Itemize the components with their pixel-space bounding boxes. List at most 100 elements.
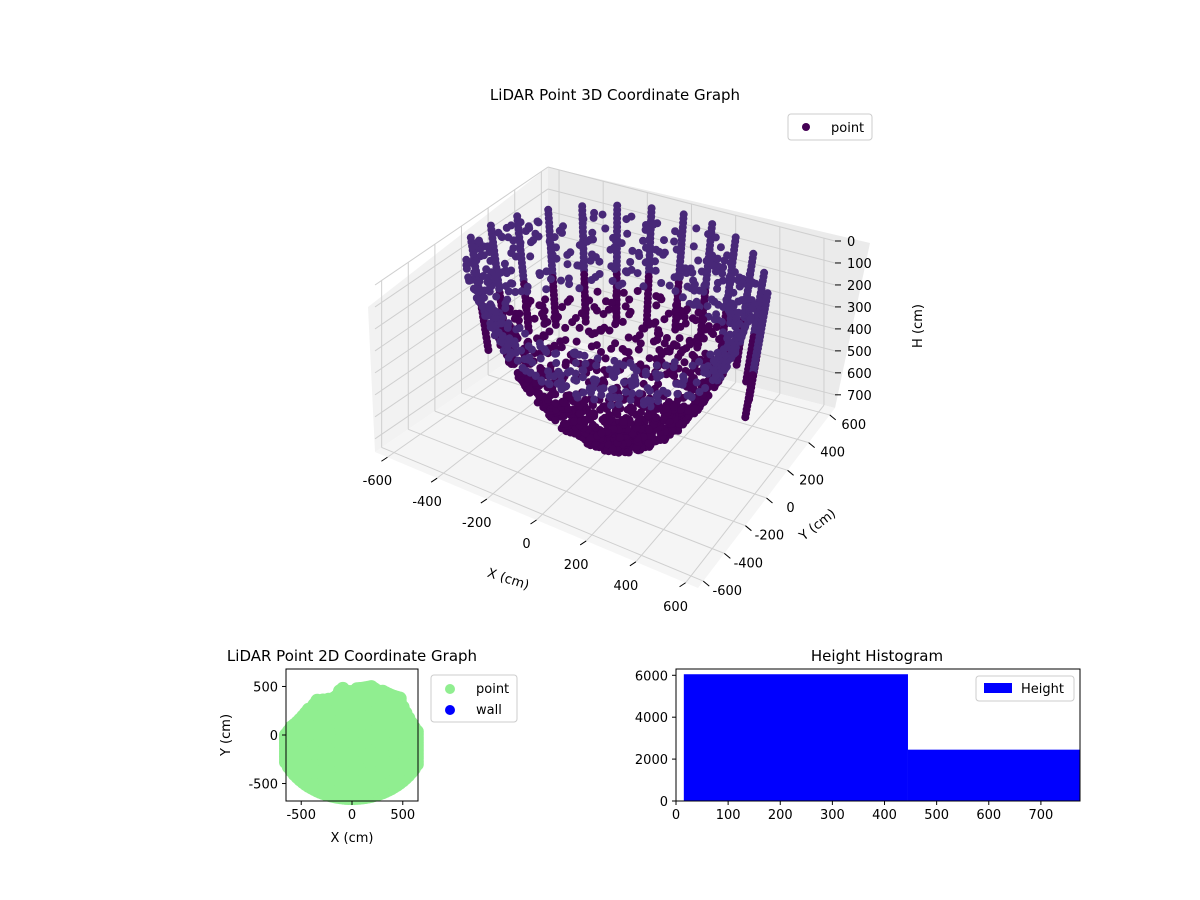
point-3d bbox=[680, 358, 689, 367]
point-3d bbox=[598, 415, 607, 424]
point-3d bbox=[623, 229, 632, 238]
point-3d bbox=[711, 267, 720, 276]
point-3d bbox=[643, 411, 652, 420]
z-tick-label-3d: 600 bbox=[847, 367, 872, 382]
y-tick-label-3d: 200 bbox=[799, 473, 824, 488]
point-3d bbox=[690, 286, 699, 295]
point-3d bbox=[536, 271, 544, 280]
point-3d bbox=[504, 233, 513, 242]
legend-2d-label-wall: wall bbox=[476, 703, 502, 718]
point-3d bbox=[664, 309, 673, 318]
point-3d bbox=[626, 396, 635, 404]
point-3d bbox=[563, 250, 572, 259]
point-3d bbox=[729, 250, 738, 259]
point-3d bbox=[515, 324, 524, 333]
point-3d bbox=[630, 373, 639, 381]
plot-frame-histogram bbox=[675, 668, 1081, 802]
point-3d bbox=[645, 354, 654, 363]
point-3d bbox=[709, 330, 718, 339]
point-3d bbox=[649, 337, 658, 346]
x-tick-label-histogram: 500 bbox=[924, 808, 949, 823]
y-tick-label-histogram: 4000 bbox=[635, 711, 668, 726]
point-3d bbox=[716, 243, 725, 252]
point-3d bbox=[691, 316, 700, 325]
point-3d bbox=[614, 400, 623, 409]
ticks-histogram: 0 100 200 300 400 500 600 700 0 2000 4000 6000 bbox=[635, 669, 1053, 823]
legend-histogram: Height bbox=[975, 675, 1075, 702]
point-3d bbox=[688, 361, 697, 370]
point-3d bbox=[526, 252, 535, 261]
point-3d bbox=[645, 432, 654, 440]
point-3d bbox=[674, 312, 683, 321]
point-cloud-2d bbox=[279, 680, 424, 806]
point-3d bbox=[565, 280, 574, 289]
point-3d bbox=[589, 213, 598, 222]
point-3d bbox=[596, 405, 605, 414]
point-3d bbox=[652, 245, 660, 254]
point-3d bbox=[522, 227, 530, 235]
point-3d bbox=[726, 279, 734, 288]
point-3d bbox=[563, 260, 572, 269]
point-3d bbox=[551, 390, 560, 399]
legend-2d-marker-point bbox=[445, 684, 455, 694]
point-3d bbox=[692, 378, 701, 387]
point-3d bbox=[651, 257, 659, 266]
point-3d bbox=[699, 315, 708, 324]
left-gridline-z bbox=[374, 188, 549, 308]
point-3d bbox=[581, 416, 590, 425]
x-tick-label-histogram: 400 bbox=[872, 808, 897, 823]
point-3d bbox=[643, 384, 652, 393]
point-3d bbox=[621, 387, 630, 396]
point-3d bbox=[597, 390, 606, 399]
point-3d bbox=[729, 288, 738, 297]
point-3d bbox=[608, 277, 617, 285]
point-3d bbox=[726, 354, 735, 363]
point-3d bbox=[607, 344, 616, 353]
point-3d bbox=[689, 242, 698, 251]
point-3d bbox=[564, 405, 572, 413]
x-tick-label-3d: 400 bbox=[613, 579, 638, 594]
point-3d bbox=[465, 276, 474, 285]
point-3d bbox=[575, 284, 584, 293]
point-3d bbox=[719, 345, 728, 354]
x-axis-label-2d: X (cm) bbox=[331, 831, 374, 846]
point-3d bbox=[730, 268, 739, 277]
point-2d bbox=[409, 724, 424, 739]
point-3d bbox=[572, 376, 581, 385]
point-3d bbox=[579, 398, 588, 407]
point-3d bbox=[518, 363, 527, 372]
point-3d bbox=[563, 297, 572, 306]
point-3d bbox=[516, 218, 525, 227]
point-3d bbox=[561, 323, 570, 332]
point-3d bbox=[718, 269, 727, 278]
point-3d bbox=[564, 274, 573, 283]
legend-histogram-swatch bbox=[984, 683, 1012, 693]
point-3d bbox=[462, 264, 471, 273]
point-3d bbox=[483, 278, 492, 287]
point-3d bbox=[496, 319, 505, 328]
point-3d bbox=[701, 325, 710, 334]
point-3d bbox=[545, 237, 554, 246]
x-tick-label-histogram: 200 bbox=[768, 808, 793, 823]
point-3d bbox=[588, 250, 596, 259]
point-3d bbox=[535, 339, 544, 348]
point-3d bbox=[571, 348, 579, 357]
x-tick-3d bbox=[579, 540, 587, 546]
point-3d bbox=[581, 359, 590, 368]
legend-3d-marker-point bbox=[802, 123, 810, 131]
point-3d bbox=[585, 296, 594, 305]
point-3d bbox=[715, 335, 724, 344]
y-tick-label-3d: -400 bbox=[734, 556, 764, 571]
point-3d bbox=[516, 238, 525, 247]
y-tick-label-3d: -600 bbox=[713, 584, 743, 599]
point-3d bbox=[492, 292, 501, 301]
point-3d bbox=[517, 346, 526, 355]
point-3d bbox=[672, 379, 681, 388]
point-3d bbox=[603, 440, 612, 449]
point-3d bbox=[558, 412, 567, 421]
chart-histogram: Height Histogram 0 100 200 300 400 500 600 7000… bbox=[635, 647, 1081, 823]
point-3d bbox=[593, 287, 602, 296]
point-3d bbox=[682, 269, 691, 277]
point-3d bbox=[579, 388, 588, 397]
point-3d bbox=[599, 310, 608, 318]
